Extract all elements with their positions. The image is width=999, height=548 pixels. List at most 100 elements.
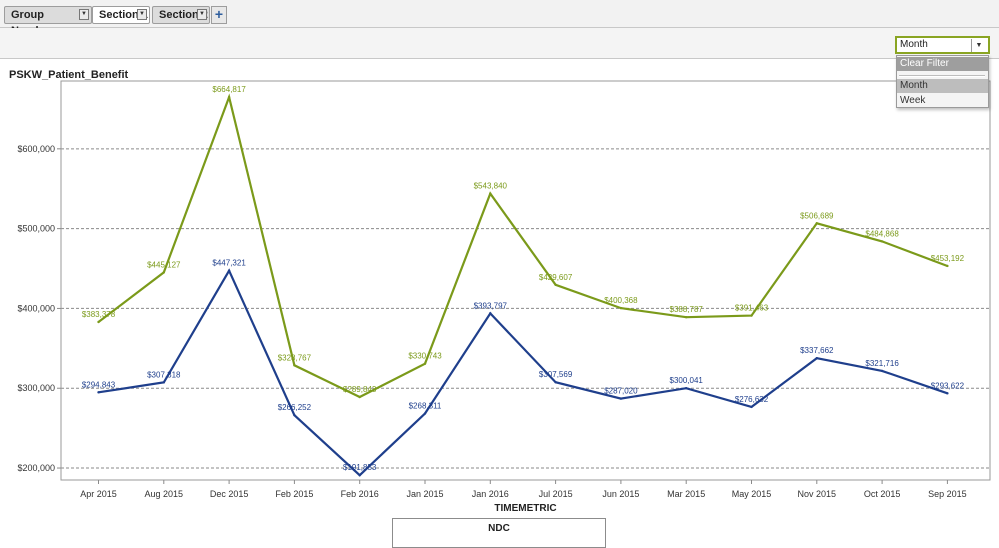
tab-label: Section 1 — [99, 9, 148, 21]
data-label: $383,378 — [82, 310, 116, 319]
data-point — [554, 380, 557, 384]
x-tick-label: Jun 2015 — [602, 489, 639, 499]
data-label: $484,868 — [865, 229, 899, 238]
x-tick-label: Jul 2015 — [539, 489, 573, 499]
x-tick-label: Aug 2015 — [145, 489, 184, 499]
data-label: $293,622 — [931, 381, 965, 390]
data-label: $445,127 — [147, 260, 181, 269]
data-label: $453,192 — [931, 254, 965, 263]
x-tick-label: Apr 2015 — [80, 489, 117, 499]
data-label: $388,787 — [670, 305, 704, 314]
x-tick-label: May 2015 — [732, 489, 772, 499]
data-point — [880, 240, 884, 243]
data-label: $328,767 — [278, 353, 312, 362]
gridlines — [61, 148, 990, 469]
data-point — [358, 395, 361, 399]
x-tick-label: Dec 2015 — [210, 489, 249, 499]
x-tick-label: Oct 2015 — [864, 489, 901, 499]
data-point — [423, 362, 427, 365]
data-point — [227, 95, 231, 99]
data-label: $289,843 — [343, 385, 377, 394]
dropdown-selected-value: Month — [900, 39, 928, 50]
x-tick-label: Jan 2016 — [472, 489, 509, 499]
add-tab-button[interactable]: + — [211, 6, 227, 24]
y-tick-label: $500,000 — [17, 224, 55, 234]
data-label: $191,853 — [343, 463, 377, 472]
legend: NDC — [392, 518, 606, 548]
x-tick-label: Jan 2015 — [406, 489, 443, 499]
data-point — [946, 392, 949, 395]
data-label: $393,797 — [474, 301, 508, 310]
x-tick-label: Feb 2015 — [275, 489, 313, 499]
menu-item-clear-filter[interactable]: Clear Filter — [897, 57, 988, 71]
y-tick-label: $300,000 — [17, 383, 55, 393]
chevron-down-icon[interactable]: ▼ — [137, 9, 147, 20]
series-1: $383,378 $445,127 $664,817 $328,767 $289,843… — [82, 85, 965, 399]
data-point — [293, 413, 296, 417]
data-label: $391,463 — [735, 304, 769, 313]
data-point — [685, 316, 688, 319]
menu-separator — [899, 75, 985, 77]
data-point — [423, 412, 427, 415]
plus-icon: + — [214, 6, 224, 22]
data-point — [880, 369, 884, 373]
menu-item-week[interactable]: Week — [900, 95, 926, 106]
chevron-down-icon[interactable]: ▼ — [197, 9, 207, 20]
data-point — [750, 314, 753, 317]
series-group: $383,378 $445,127 $664,817 $328,767 $289,843… — [82, 85, 965, 477]
data-label: $276,632 — [735, 395, 769, 404]
data-point — [489, 312, 492, 315]
tab-section-2[interactable]: Section 2 ▼ — [152, 6, 210, 24]
data-label: $300,041 — [670, 376, 704, 385]
data-label: $307,318 — [147, 370, 181, 379]
data-point — [619, 397, 623, 400]
data-label: $543,840 — [474, 182, 508, 191]
y-axis: $200,000 $300,000 $400,000 $500,000 $600,000 — [17, 144, 61, 473]
chevron-down-icon[interactable]: ▼ — [79, 9, 89, 20]
x-tick-label: Mar 2015 — [667, 489, 705, 499]
data-point — [619, 306, 623, 310]
plot-frame — [60, 80, 991, 481]
data-point — [293, 364, 296, 367]
y-tick-label: $200,000 — [17, 463, 55, 473]
series-2: $294,843 $307,318 $447,321 $266,252 $191,853… — [82, 259, 965, 477]
data-point — [358, 474, 361, 477]
x-axis-title: TIMEMETRIC — [494, 503, 556, 514]
data-label: $400,368 — [604, 296, 638, 305]
data-label: $429,607 — [539, 273, 573, 282]
data-label: $307,569 — [539, 370, 573, 379]
tab-section-1[interactable]: Section 1 ▼ — [92, 6, 150, 24]
x-tick-label: Nov 2015 — [798, 489, 837, 499]
data-label: $330,743 — [408, 352, 442, 361]
series-line — [97, 93, 948, 399]
data-label: $294,843 — [82, 380, 116, 389]
chart-title: PSKW_Patient_Benefit — [9, 69, 129, 81]
tab-bar: Group Numbers ▼ Section 1 ▼ Section 2 ▼ … — [0, 0, 999, 37]
data-point — [489, 192, 492, 195]
data-label: $268,311 — [409, 402, 442, 411]
data-label: $447,321 — [212, 259, 246, 268]
series-line — [98, 268, 948, 477]
menu-item-month[interactable]: Month — [897, 79, 988, 93]
data-point — [815, 356, 818, 360]
legend-title: NDC — [488, 523, 510, 534]
chevron-down-icon[interactable]: ▼ — [971, 39, 986, 52]
filter-band — [0, 28, 999, 59]
data-label: $506,689 — [800, 211, 834, 220]
x-tick-label: Feb 2016 — [341, 489, 379, 499]
y-tick-label: $400,000 — [17, 303, 55, 313]
tab-label: Section 2 — [159, 9, 208, 21]
data-point — [946, 264, 949, 268]
y-tick-label: $600,000 — [17, 144, 55, 154]
data-point — [162, 271, 165, 274]
timemetric-filter-dropdown[interactable]: Month ▼ — [895, 36, 990, 54]
data-point — [227, 269, 231, 272]
data-point — [162, 381, 165, 384]
data-label: $287,020 — [604, 387, 638, 396]
data-point — [97, 320, 100, 324]
data-point — [750, 405, 753, 409]
dropdown-menu: Clear Filter Month Week — [896, 55, 989, 108]
data-label: $337,662 — [800, 346, 834, 355]
data-label: $266,252 — [278, 403, 312, 412]
